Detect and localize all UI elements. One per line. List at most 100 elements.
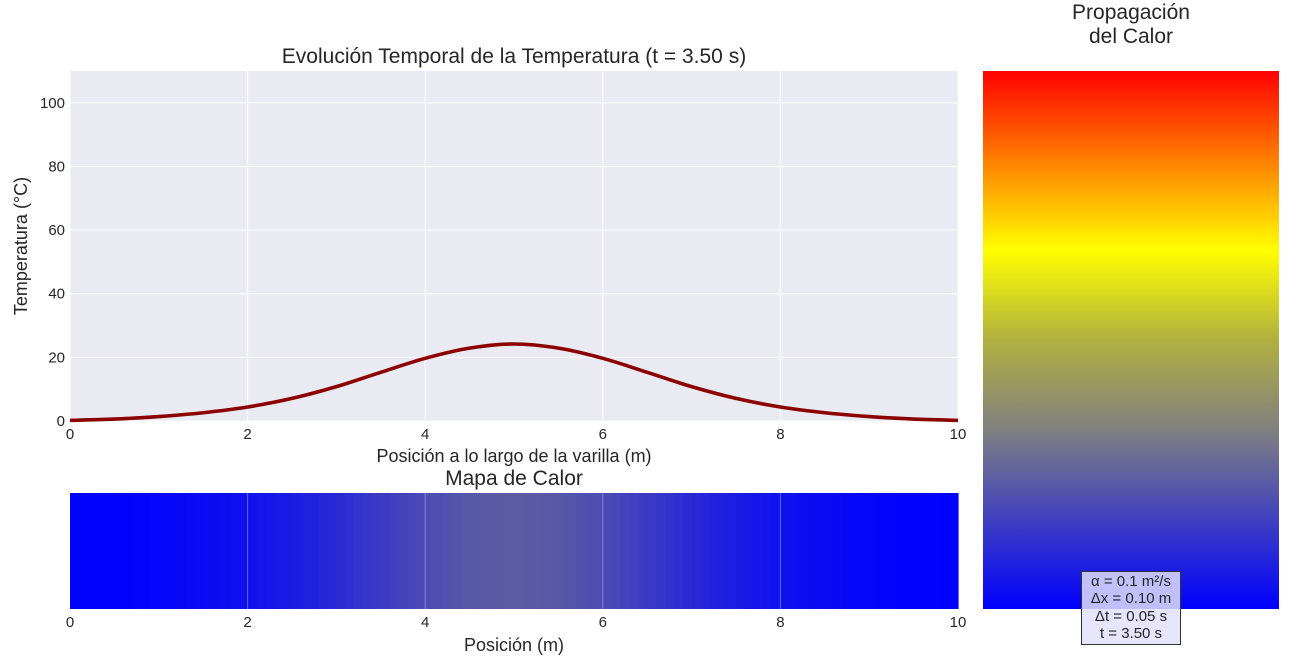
heat-cell-59 (593, 493, 604, 609)
line-y-tick-2: 40 (48, 286, 65, 303)
heat-cell-8 (141, 493, 151, 609)
heat-x-tick-4: 8 (776, 614, 784, 631)
heat-cell-23 (274, 493, 284, 609)
heat-cell-91 (878, 493, 888, 609)
heat-propagation-gradient (983, 71, 1279, 609)
heat-cell-11 (167, 493, 178, 609)
heat-cell-65 (647, 493, 657, 609)
heat-cell-63 (629, 493, 639, 609)
heat-map-x-ticks: 0 2 4 6 8 10 (66, 614, 967, 631)
line-y-tick-0: 0 (57, 413, 65, 430)
heat-cell-90 (869, 493, 879, 609)
heat-cell-99 (949, 493, 959, 609)
heat-cell-77 (753, 493, 764, 609)
heat-cell-22 (265, 493, 275, 609)
heat-x-tick-5: 10 (950, 614, 967, 631)
heat-cell-12 (176, 493, 187, 609)
heat-map-cells (70, 493, 959, 609)
heat-cell-67 (664, 493, 675, 609)
heat-cell-78 (762, 493, 773, 609)
heat-cell-7 (132, 493, 142, 609)
line-chart-x-axis-label: Posición a lo largo de la varilla (m) (376, 446, 651, 466)
heat-cell-54 (549, 493, 559, 609)
simulation-parameters-box: α = 0.1 m²/s Δx = 0.10 m Δt = 0.05 s t =… (1081, 571, 1181, 646)
heat-cell-61 (611, 493, 622, 609)
heat-cell-84 (815, 493, 826, 609)
heat-cell-97 (931, 493, 941, 609)
heat-cell-27 (309, 493, 320, 609)
heat-cell-15 (203, 493, 213, 609)
heat-cell-42 (442, 493, 453, 609)
heat-cell-25 (292, 493, 302, 609)
heat-cell-1 (78, 493, 89, 609)
heat-cell-80 (780, 493, 790, 609)
heat-cell-24 (283, 493, 293, 609)
heat-cell-69 (682, 493, 693, 609)
param-dx: Δx = 0.10 m (1090, 590, 1172, 608)
line-chart-grid (69, 71, 959, 422)
heat-cell-39 (416, 493, 426, 609)
heat-x-tick-0: 0 (66, 614, 74, 631)
heat-cell-49 (505, 493, 515, 609)
heat-cell-92 (886, 493, 897, 609)
heat-cell-50 (514, 493, 524, 609)
heat-cell-21 (256, 493, 266, 609)
heat-cell-43 (451, 493, 462, 609)
param-time: t = 3.50 s (1099, 624, 1163, 642)
heat-cell-37 (398, 493, 409, 609)
heat-map-x-axis-label: Posición (m) (464, 635, 564, 655)
heat-cell-93 (895, 493, 906, 609)
heat-cell-74 (727, 493, 737, 609)
heat-cell-18 (229, 493, 240, 609)
heat-cell-5 (114, 493, 124, 609)
heat-cell-2 (87, 493, 98, 609)
line-y-tick-1: 20 (48, 349, 65, 366)
heat-cell-45 (469, 493, 480, 609)
heat-cell-72 (709, 493, 719, 609)
heat-cell-26 (300, 493, 311, 609)
line-chart-plot-area (70, 71, 958, 421)
line-chart-y-axis-label: Temperatura (°C) (11, 177, 31, 315)
heat-cell-79 (771, 493, 781, 609)
temperature-series-line (69, 342, 959, 423)
heat-cell-64 (638, 493, 648, 609)
heat-cell-32 (354, 493, 364, 609)
heat-propagation-title-line-2: del Calor (1089, 25, 1173, 48)
heat-cell-75 (736, 493, 746, 609)
heat-cell-83 (807, 493, 817, 609)
heat-cell-40 (425, 493, 435, 609)
heat-cell-88 (851, 493, 861, 609)
line-x-tick-3: 6 (599, 426, 607, 443)
heat-cell-10 (158, 493, 169, 609)
heat-cell-3 (96, 493, 107, 609)
heat-cell-98 (940, 493, 950, 609)
heat-cell-28 (318, 493, 329, 609)
heat-cell-51 (522, 493, 533, 609)
heat-cell-48 (496, 493, 506, 609)
heat-cell-29 (327, 493, 337, 609)
heat-cell-81 (789, 493, 799, 609)
heat-cell-62 (620, 493, 631, 609)
heat-cell-70 (691, 493, 702, 609)
heat-cell-66 (656, 493, 666, 609)
heat-cell-94 (904, 493, 915, 609)
heat-map-title: Mapa de Calor (445, 467, 583, 490)
line-x-tick-2: 4 (421, 426, 429, 443)
heat-cell-85 (824, 493, 835, 609)
heat-cell-58 (585, 493, 595, 609)
line-x-tick-4: 8 (776, 426, 784, 443)
heat-x-tick-2: 4 (421, 614, 429, 631)
heat-map-grid (247, 493, 781, 609)
heat-cell-76 (744, 493, 755, 609)
heat-propagation-title-line-1: Propagación (1072, 1, 1190, 24)
line-chart-y-ticks: 0 20 40 60 80 100 (40, 95, 65, 430)
heat-cell-34 (371, 493, 382, 609)
heat-cell-13 (185, 493, 195, 609)
heat-cell-35 (380, 493, 391, 609)
line-chart-title: Evolución Temporal de la Temperatura (t … (282, 45, 746, 68)
heat-cell-73 (718, 493, 728, 609)
line-x-tick-1: 2 (243, 426, 251, 443)
heat-x-tick-1: 2 (243, 614, 251, 631)
heat-cell-71 (700, 493, 710, 609)
